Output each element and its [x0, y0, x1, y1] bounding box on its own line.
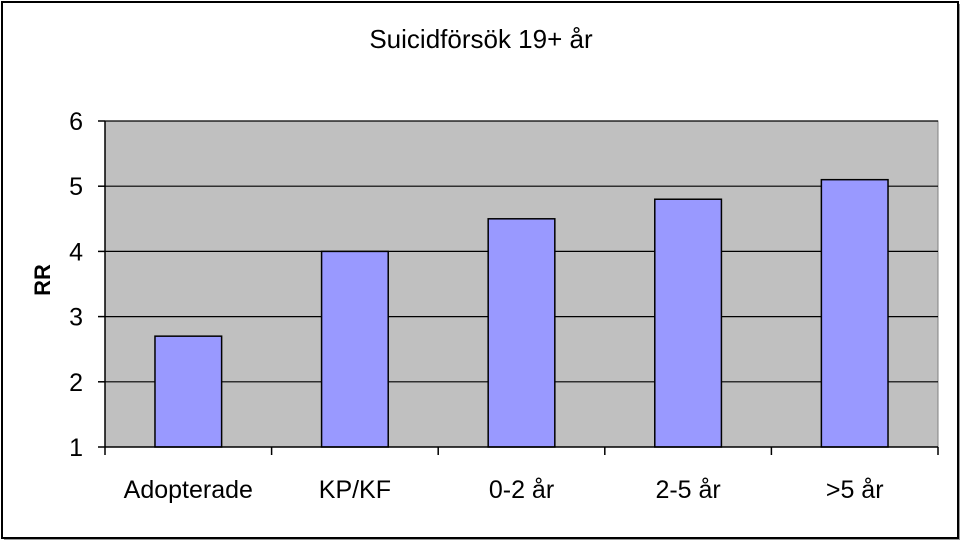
y-tick-label: 6	[69, 108, 83, 136]
y-axis-label: RR	[30, 264, 55, 296]
x-tick-labels: Adopterade KP/KF 0-2 år 2-5 år >5 år	[124, 476, 884, 504]
x-tick-label: 0-2 år	[489, 476, 554, 504]
bar	[487, 218, 556, 448]
x-tick-label: Adopterade	[124, 476, 253, 504]
bar	[654, 198, 723, 448]
y-tick-label: 5	[69, 173, 83, 201]
x-tick-label: 2-5 år	[655, 476, 720, 504]
axes	[98, 120, 939, 455]
x-tick-label: >5 år	[826, 476, 884, 504]
bar	[320, 250, 389, 448]
y-tick-label: 3	[69, 304, 83, 332]
x-tick-label: KP/KF	[319, 476, 391, 504]
bar	[820, 178, 889, 448]
y-tick-label: 2	[69, 369, 83, 397]
y-tick-labels: 1 2 3 4 5 6	[69, 108, 83, 462]
y-tick-label: 4	[69, 238, 83, 266]
bars	[154, 178, 889, 448]
bar	[154, 335, 223, 448]
y-tick-label: 1	[69, 434, 83, 462]
chart-title: Suicidförsök 19+ år	[369, 24, 593, 54]
